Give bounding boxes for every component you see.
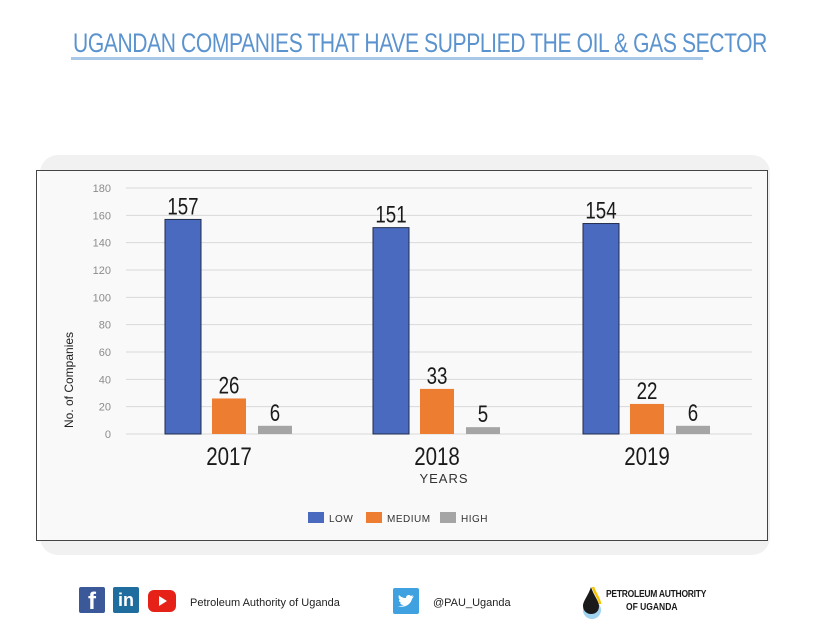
twitter-icon[interactable] — [393, 588, 419, 614]
bars — [164, 218, 710, 435]
data-label: 6 — [688, 400, 698, 427]
youtube-icon[interactable] — [148, 590, 176, 612]
x-tick-label: 2018 — [414, 442, 460, 470]
data-label: 26 — [219, 372, 240, 399]
title-underline — [71, 57, 703, 60]
page-title: UGANDAN COMPANIES THAT HAVE SUPPLIED THE… — [73, 28, 767, 58]
legend-swatch-high — [440, 512, 456, 523]
legend-swatch-low — [308, 512, 324, 523]
bar-high-2019 — [676, 425, 710, 434]
oil-drop-icon — [583, 586, 602, 619]
data-label: 33 — [427, 363, 448, 390]
bar-medium-2019 — [630, 403, 664, 434]
data-label: 22 — [637, 378, 658, 405]
bar-medium-2018 — [420, 388, 454, 434]
legend-label: LOW — [329, 514, 353, 525]
organization-name[interactable]: Petroleum Authority of Uganda — [190, 597, 340, 609]
y-tick-label: 80 — [99, 320, 111, 332]
pau-logo: PETROLEUM AUTHORITY OF UGANDA — [578, 584, 708, 624]
bird-glyph — [398, 594, 414, 607]
y-tick-label: 140 — [93, 238, 111, 250]
x-axis-label: YEARS — [419, 471, 468, 486]
bar-low-2017 — [164, 218, 202, 435]
play-glyph — [159, 596, 167, 606]
y-tick-label: 100 — [93, 292, 111, 304]
twitter-handle[interactable]: @PAU_Uganda — [433, 597, 511, 609]
facebook-icon[interactable]: f — [79, 587, 105, 615]
data-labels: 157 151 154 26 33 22 6 5 6 — [167, 193, 698, 427]
legend-label: MEDIUM — [387, 514, 431, 525]
legend: LOW MEDIUM HIGH — [308, 512, 488, 525]
bar-high-2017 — [258, 425, 292, 434]
y-tick-label: 180 — [93, 183, 111, 195]
data-label: 5 — [478, 401, 488, 428]
linkedin-icon[interactable]: in — [113, 587, 139, 613]
y-tick-label: 120 — [93, 265, 111, 277]
y-axis-ticks: 0 20 40 60 80 100 120 140 160 180 — [93, 183, 111, 441]
logo-line-1: PETROLEUM AUTHORITY — [606, 589, 707, 600]
data-label: 157 — [167, 193, 198, 220]
legend-swatch-medium — [366, 512, 382, 523]
y-tick-label: 160 — [93, 210, 111, 222]
bar-medium-2017 — [212, 398, 246, 434]
y-tick-label: 60 — [99, 347, 111, 359]
data-label: 154 — [585, 197, 616, 224]
bar-low-2019 — [582, 223, 620, 435]
legend-label: HIGH — [461, 514, 488, 525]
bar-high-2018 — [466, 427, 500, 434]
x-tick-label: 2019 — [624, 442, 670, 470]
y-tick-label: 0 — [105, 429, 111, 441]
y-tick-label: 20 — [99, 402, 111, 414]
x-tick-label: 2017 — [206, 442, 252, 470]
data-label: 151 — [375, 201, 406, 228]
data-label: 6 — [270, 400, 280, 427]
bar-low-2018 — [372, 227, 410, 435]
y-axis-label: No. of Companies — [62, 332, 76, 428]
y-tick-label: 40 — [99, 374, 111, 386]
x-axis-ticks: 2017 2018 2019 — [206, 442, 670, 470]
logo-line-2: OF UGANDA — [626, 602, 678, 613]
